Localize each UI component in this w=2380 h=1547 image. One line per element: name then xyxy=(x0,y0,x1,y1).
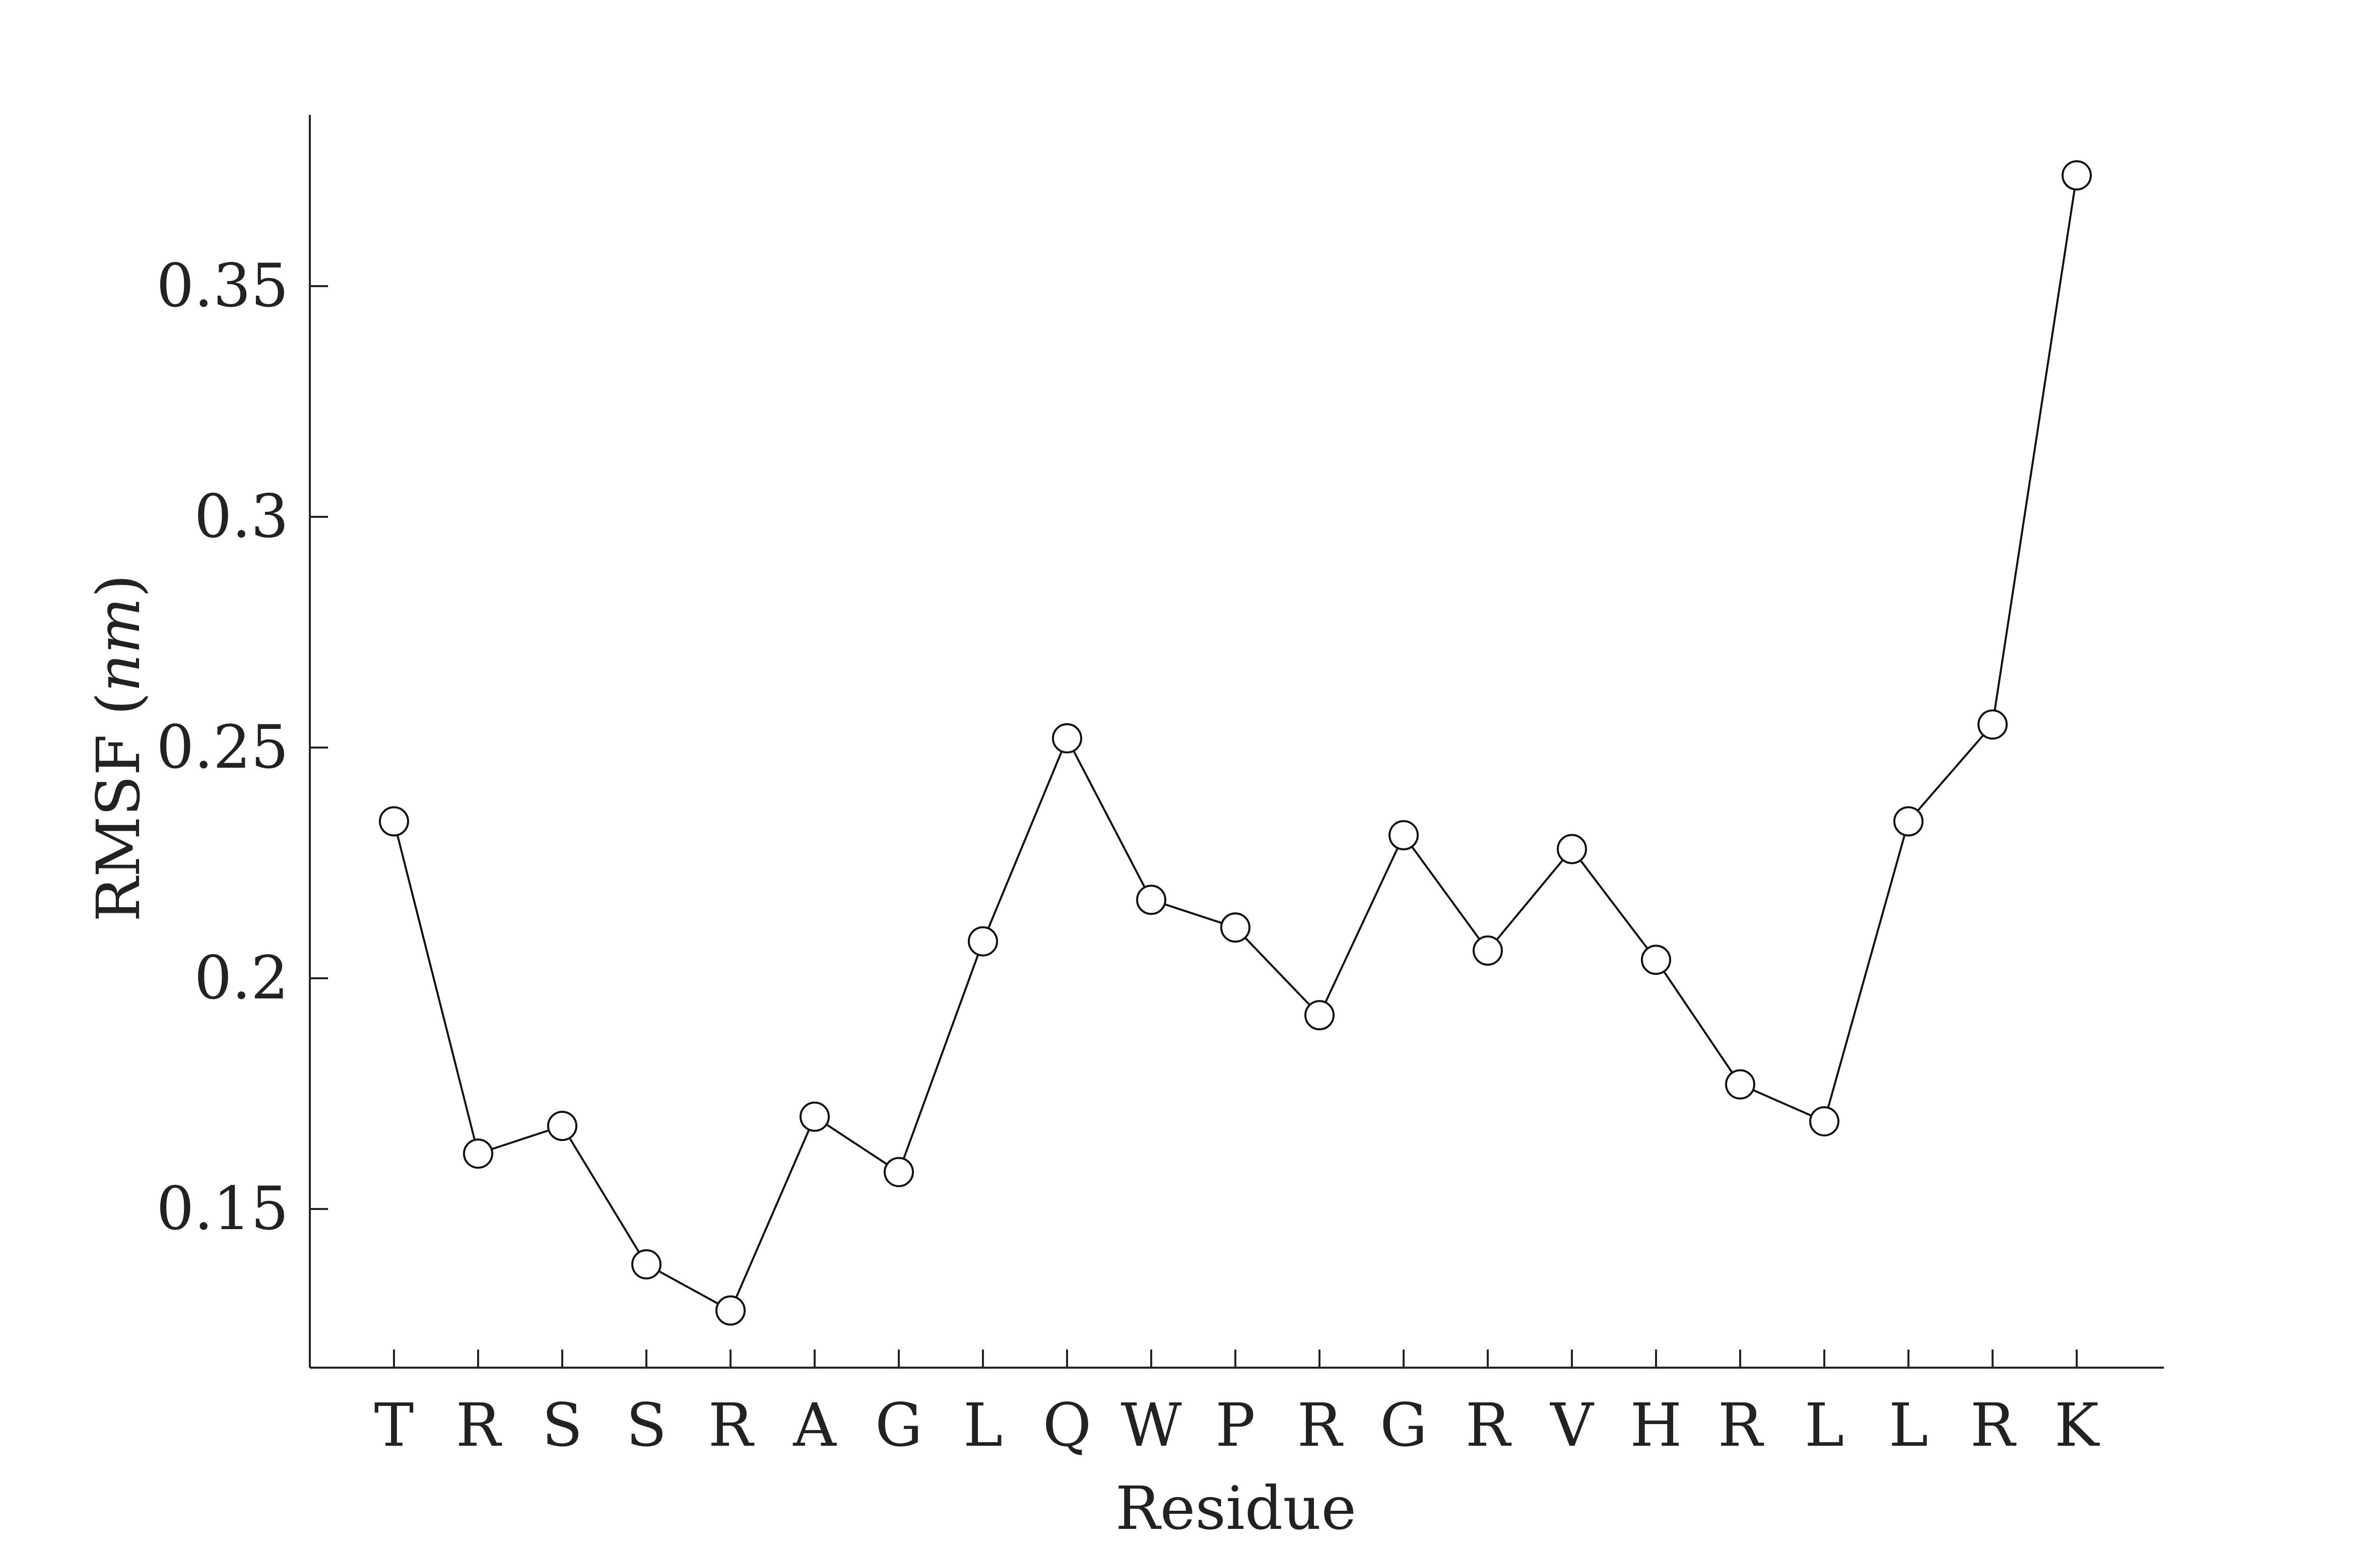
data-point xyxy=(1389,820,1419,851)
x-tick-label: R xyxy=(1466,1390,1512,1460)
data-point xyxy=(715,1295,746,1326)
data-point xyxy=(463,1138,493,1169)
data-point xyxy=(1977,709,2008,740)
x-tick-label: L xyxy=(1889,1390,1928,1460)
data-point xyxy=(2062,160,2092,191)
data-point xyxy=(631,1249,662,1280)
data-point xyxy=(1052,723,1082,754)
y-tick-label: 0.15 xyxy=(156,1174,289,1243)
x-tick-label: H xyxy=(1630,1390,1682,1460)
x-tick-label: P xyxy=(1215,1390,1255,1460)
y-tick-label: 0.35 xyxy=(156,251,289,320)
y-tick-label: 0.3 xyxy=(194,482,289,551)
y-axis-title: RMSF (nm) xyxy=(84,574,153,922)
y-axis: 0.15 0.2 0.25 0.3 0.35 xyxy=(156,115,328,1368)
x-tick-label: R xyxy=(708,1390,755,1460)
x-tick-label: L xyxy=(963,1390,1003,1460)
y-tick-label: 0.25 xyxy=(156,712,289,782)
data-point xyxy=(968,926,998,957)
x-tick-label: L xyxy=(1805,1390,1844,1460)
x-tick-label: A xyxy=(792,1390,837,1460)
x-tick-label: S xyxy=(626,1390,667,1460)
x-tick-label: K xyxy=(2055,1390,2100,1460)
data-point xyxy=(1557,834,1587,864)
x-tick-label: R xyxy=(1718,1390,1764,1460)
data-point xyxy=(800,1101,830,1132)
data-point xyxy=(379,806,409,837)
data-point xyxy=(1304,1000,1335,1031)
data-point xyxy=(1809,1106,1839,1136)
x-tick-label: R xyxy=(1970,1390,2017,1460)
y-axis-title-unit: nm xyxy=(84,597,153,692)
x-tick-label: Q xyxy=(1043,1390,1092,1460)
x-tick-label: W xyxy=(1120,1390,1181,1460)
x-tick-label: V xyxy=(1549,1390,1594,1460)
rmsf-series xyxy=(379,160,2092,1326)
data-point xyxy=(1473,935,1503,966)
data-point xyxy=(1893,806,1924,837)
data-point xyxy=(1220,912,1250,943)
x-tick-label: G xyxy=(875,1390,922,1460)
data-point xyxy=(1136,885,1166,915)
series-line xyxy=(393,175,2078,1312)
data-point xyxy=(1725,1069,1755,1100)
x-axis-title: Residue xyxy=(1115,1473,1356,1543)
x-tick-label: G xyxy=(1380,1390,1427,1460)
x-tick-label: T xyxy=(374,1390,414,1460)
x-tick-label: R xyxy=(1297,1390,1344,1460)
data-point xyxy=(884,1157,914,1187)
x-tick-label: S xyxy=(542,1390,583,1460)
data-point xyxy=(547,1111,577,1141)
y-axis-title-name: RMSF xyxy=(84,734,153,922)
y-tick-label: 0.2 xyxy=(194,943,289,1013)
x-tick-label: R xyxy=(456,1390,502,1460)
data-point xyxy=(1641,945,1671,975)
